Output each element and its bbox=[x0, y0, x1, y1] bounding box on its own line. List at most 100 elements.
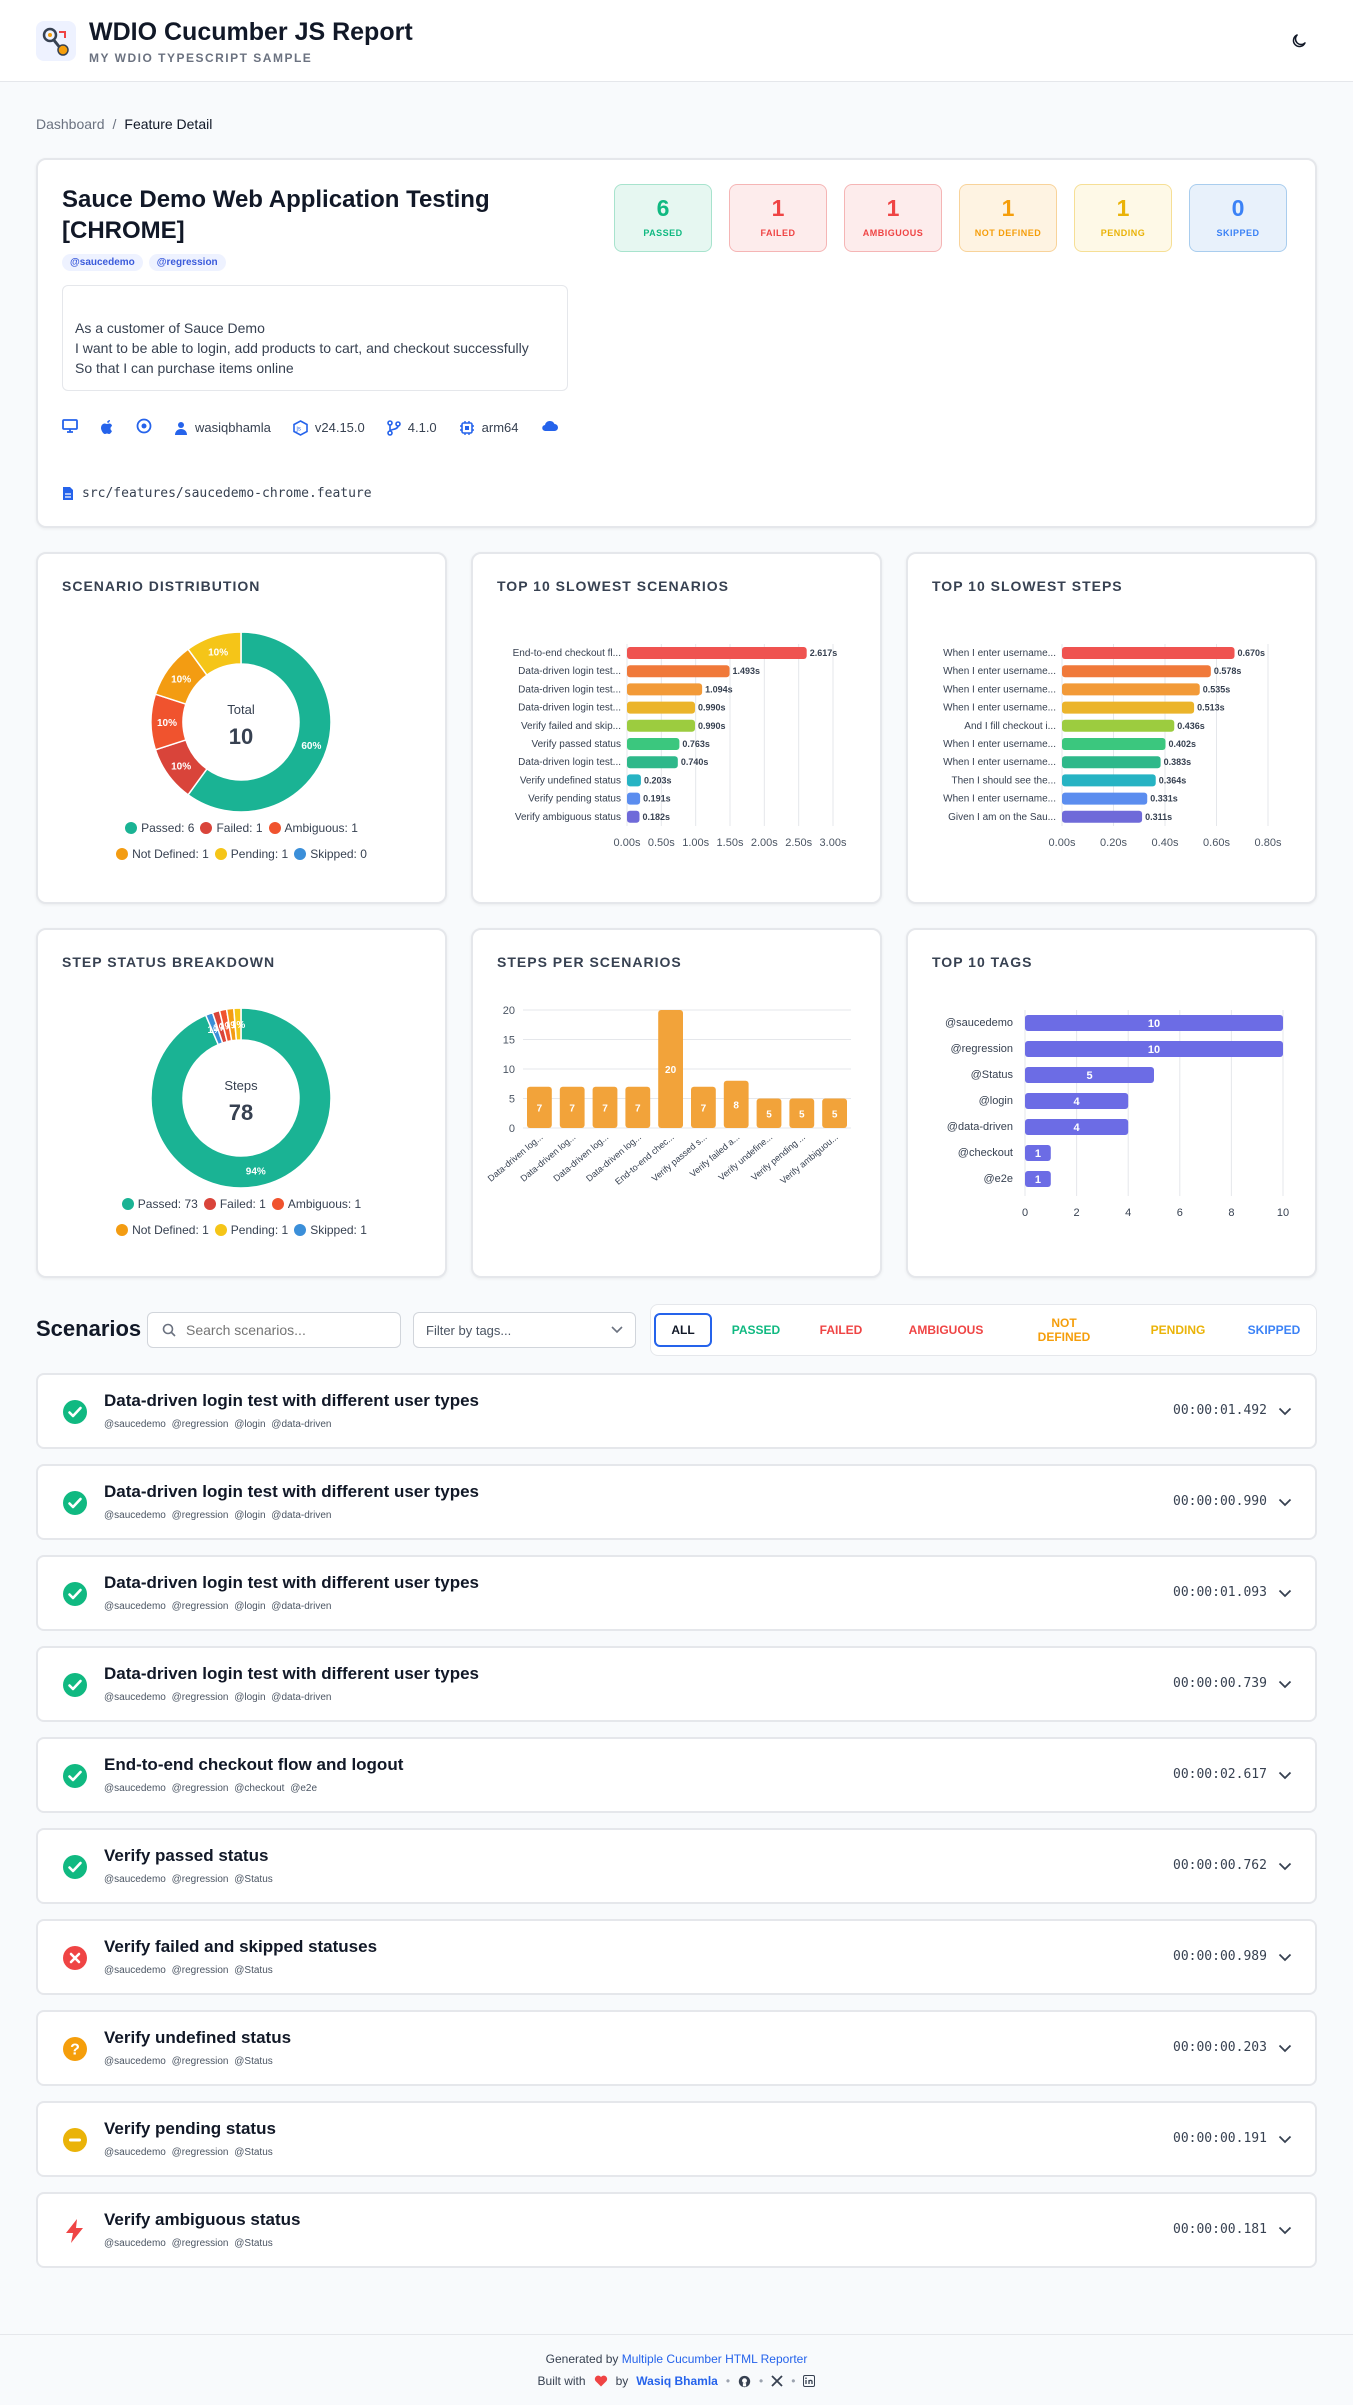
bar[interactable] bbox=[627, 665, 730, 678]
bar[interactable] bbox=[658, 1010, 683, 1128]
chevron-down-icon[interactable] bbox=[1278, 1494, 1292, 1512]
bar[interactable] bbox=[559, 1086, 585, 1128]
scenario-row[interactable]: Verify passed status @saucedemo @regressi… bbox=[36, 1828, 1317, 1904]
tab-passed[interactable]: PASSED bbox=[731, 1323, 781, 1337]
author-link[interactable]: Wasiq Bhamla bbox=[636, 2374, 718, 2388]
breadcrumb-dashboard-link[interactable]: Dashboard bbox=[36, 116, 105, 132]
bar[interactable] bbox=[1062, 719, 1175, 732]
bar[interactable] bbox=[1025, 1041, 1283, 1057]
scenario-row[interactable]: ? Verify undefined status @saucedemo @regr… bbox=[36, 2010, 1317, 2086]
scenario-row[interactable]: Data-driven login test with different us… bbox=[36, 1373, 1317, 1449]
bar[interactable] bbox=[1025, 1145, 1051, 1161]
scenario-search[interactable] bbox=[147, 1312, 401, 1348]
bar[interactable] bbox=[1062, 647, 1235, 659]
legend-item[interactable]: Ambiguous: 1 bbox=[271, 1192, 361, 1216]
bar[interactable] bbox=[627, 719, 695, 732]
bar[interactable] bbox=[691, 1086, 716, 1128]
tab-skipped[interactable]: SKIPPED bbox=[1247, 1323, 1301, 1337]
linkedin-icon[interactable] bbox=[803, 2375, 816, 2387]
chevron-down-icon[interactable] bbox=[1278, 2040, 1292, 2058]
chevron-down-icon[interactable] bbox=[1278, 1403, 1292, 1421]
donut-slice-pending[interactable] bbox=[232, 1007, 242, 1041]
legend-item[interactable]: Skipped: 0 bbox=[294, 842, 367, 866]
bar[interactable] bbox=[1062, 810, 1143, 823]
tab-not-defined[interactable]: NOT DEFINED bbox=[1037, 1316, 1091, 1344]
bar[interactable] bbox=[627, 683, 703, 696]
scenario-row[interactable]: Data-driven login test with different us… bbox=[36, 1464, 1317, 1540]
bar[interactable] bbox=[627, 756, 678, 769]
bar[interactable] bbox=[1025, 1093, 1129, 1109]
bar[interactable] bbox=[627, 647, 807, 659]
scenario-row[interactable]: Verify pending status @saucedemo @regress… bbox=[36, 2101, 1317, 2177]
legend-item[interactable]: Not Defined: 1 bbox=[116, 1218, 209, 1242]
x-twitter-icon[interactable] bbox=[771, 2375, 783, 2387]
legend-item[interactable]: Ambiguous: 1 bbox=[268, 816, 358, 840]
bar[interactable] bbox=[1062, 774, 1156, 787]
bar[interactable] bbox=[1062, 756, 1161, 769]
chevron-down-icon[interactable] bbox=[1278, 2131, 1292, 2149]
chevron-down-icon[interactable] bbox=[1278, 1676, 1292, 1694]
stat-ambiguous[interactable]: 1 AMBIGUOUS bbox=[844, 184, 942, 252]
tab-ambiguous[interactable]: AMBIGUOUS bbox=[908, 1323, 984, 1337]
chevron-down-icon[interactable] bbox=[1278, 1585, 1292, 1603]
scenario-row[interactable]: Data-driven login test with different us… bbox=[36, 1646, 1317, 1722]
bar[interactable] bbox=[527, 1086, 552, 1128]
legend-item[interactable]: Pending: 1 bbox=[214, 1218, 288, 1242]
bar-value-label: 7 bbox=[701, 1103, 707, 1114]
meta-version: 4.1.0 bbox=[386, 419, 437, 436]
bar[interactable] bbox=[1025, 1015, 1283, 1031]
bar[interactable] bbox=[1062, 665, 1211, 678]
stat-not-defined[interactable]: 1 NOT DEFINED bbox=[959, 184, 1057, 252]
bar[interactable] bbox=[627, 738, 680, 750]
legend-item[interactable]: Pending: 1 bbox=[214, 842, 288, 866]
bar[interactable] bbox=[1062, 683, 1200, 696]
legend-item[interactable]: Passed: 6 bbox=[125, 816, 194, 840]
legend-item[interactable]: Skipped: 1 bbox=[294, 1218, 367, 1242]
theme-toggle-button[interactable] bbox=[1284, 26, 1314, 56]
bar[interactable] bbox=[627, 792, 641, 805]
bar[interactable] bbox=[627, 774, 641, 787]
chevron-down-icon[interactable] bbox=[1278, 1949, 1292, 1967]
bar[interactable] bbox=[1062, 738, 1166, 750]
legend-item[interactable]: Failed: 1 bbox=[203, 1192, 266, 1216]
github-icon[interactable] bbox=[738, 2375, 751, 2388]
donut-slice-pending[interactable] bbox=[187, 631, 242, 677]
bar[interactable] bbox=[1062, 792, 1148, 805]
stat-failed[interactable]: 1 FAILED bbox=[729, 184, 827, 252]
bar[interactable] bbox=[789, 1098, 815, 1129]
bar[interactable] bbox=[756, 1098, 782, 1129]
chevron-down-icon[interactable] bbox=[1278, 1858, 1292, 1876]
reporter-link[interactable]: Multiple Cucumber HTML Reporter bbox=[621, 2352, 808, 2366]
chevron-down-icon[interactable] bbox=[1278, 1767, 1292, 1785]
stat-passed[interactable]: 6 PASSED bbox=[614, 184, 712, 252]
stat-pending[interactable]: 1 PENDING bbox=[1074, 184, 1172, 252]
chevron-down-icon[interactable] bbox=[1278, 2222, 1292, 2240]
scenario-row[interactable]: Verify ambiguous status @saucedemo @regre… bbox=[36, 2192, 1317, 2268]
y-category-label: When I enter username... bbox=[943, 684, 1056, 695]
scenario-row[interactable]: Data-driven login test with different us… bbox=[36, 1555, 1317, 1631]
bar[interactable] bbox=[627, 810, 640, 823]
stat-skipped[interactable]: 0 SKIPPED bbox=[1189, 184, 1287, 252]
bar[interactable] bbox=[625, 1086, 651, 1128]
donut-slice-passed[interactable] bbox=[187, 631, 332, 813]
scenario-row[interactable]: Verify failed and skipped statuses @sauce… bbox=[36, 1919, 1317, 1995]
donut-slice-passed[interactable] bbox=[150, 1007, 332, 1189]
legend-item[interactable]: Failed: 1 bbox=[200, 816, 263, 840]
tab-pending[interactable]: PENDING bbox=[1150, 1323, 1206, 1337]
bar[interactable] bbox=[1025, 1119, 1129, 1135]
scenario-row[interactable]: End-to-end checkout flow and logout @sauc… bbox=[36, 1737, 1317, 1813]
bar[interactable] bbox=[627, 701, 695, 714]
tab-failed[interactable]: FAILED bbox=[819, 1323, 863, 1337]
bar[interactable] bbox=[822, 1098, 847, 1129]
bar[interactable] bbox=[1025, 1067, 1154, 1083]
donut-pct-label: 1% bbox=[225, 1021, 240, 1032]
legend-item[interactable]: Passed: 73 bbox=[121, 1192, 198, 1216]
tab-all[interactable]: ALL bbox=[654, 1313, 712, 1347]
search-input[interactable] bbox=[186, 1322, 386, 1338]
bar[interactable] bbox=[1062, 701, 1195, 714]
legend-item[interactable]: Not Defined: 1 bbox=[116, 842, 209, 866]
bar[interactable] bbox=[723, 1080, 749, 1128]
bar[interactable] bbox=[1025, 1171, 1051, 1187]
bar[interactable] bbox=[592, 1086, 618, 1128]
tag-filter-select[interactable]: Filter by tags... bbox=[413, 1312, 636, 1348]
